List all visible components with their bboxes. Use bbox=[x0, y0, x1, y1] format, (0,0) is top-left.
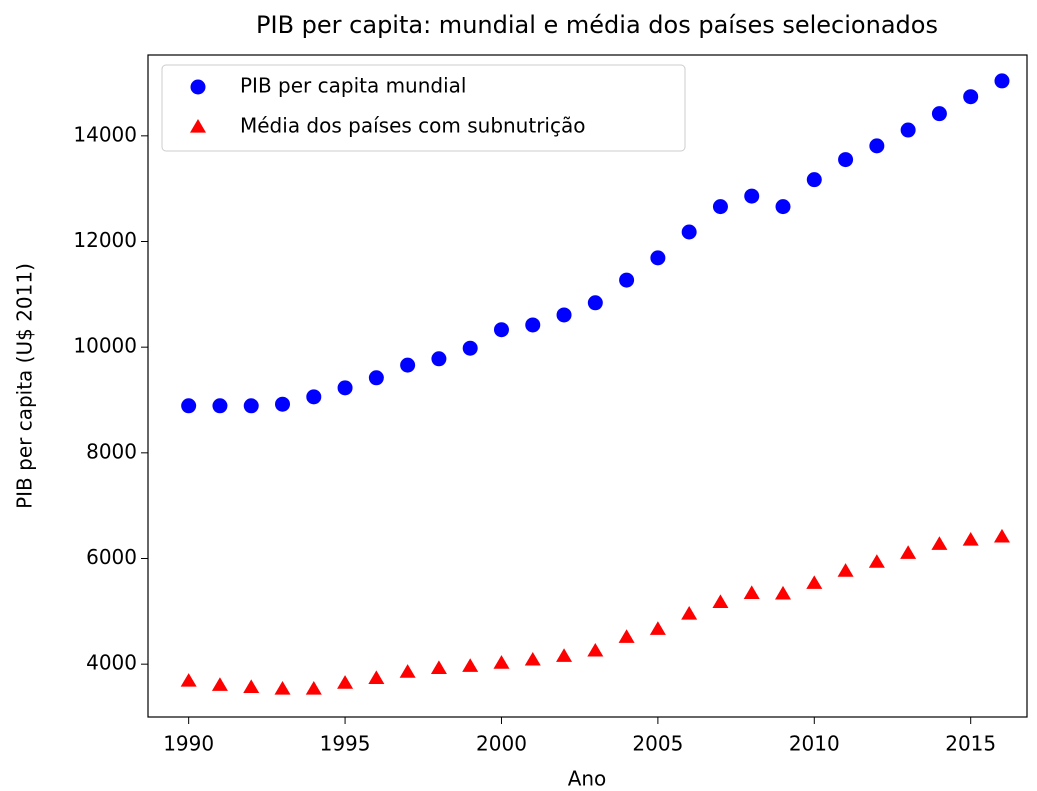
triangle-marker bbox=[180, 673, 197, 687]
triangle-marker bbox=[399, 664, 416, 678]
circle-marker bbox=[556, 307, 572, 323]
circle-marker bbox=[650, 250, 666, 266]
triangle-marker bbox=[337, 675, 354, 689]
circle-marker bbox=[869, 138, 885, 154]
circle-marker bbox=[963, 89, 979, 105]
triangle-marker bbox=[868, 554, 885, 568]
circle-marker bbox=[587, 295, 603, 311]
circle-marker bbox=[493, 322, 509, 338]
circle-marker bbox=[712, 199, 728, 215]
y-tick-label: 10000 bbox=[73, 334, 137, 358]
circle-marker bbox=[744, 188, 760, 204]
triangle-marker bbox=[743, 585, 760, 599]
x-tick-label: 2000 bbox=[476, 732, 527, 756]
triangle-marker bbox=[681, 605, 698, 620]
x-tick-label: 1990 bbox=[163, 732, 214, 756]
circle-marker bbox=[681, 224, 697, 240]
x-tick-label: 1995 bbox=[320, 732, 371, 756]
triangle-marker bbox=[712, 594, 729, 608]
triangle-marker bbox=[806, 575, 823, 589]
circle-marker bbox=[190, 79, 206, 95]
y-tick-label: 6000 bbox=[86, 545, 137, 569]
legend: PIB per capita mundial Média dos países c… bbox=[161, 64, 686, 152]
circle-marker bbox=[368, 370, 384, 386]
circle-marker bbox=[775, 199, 791, 215]
circle-marker bbox=[619, 272, 635, 288]
triangle-marker bbox=[993, 528, 1010, 543]
legend-label: Média dos países com subnutrição bbox=[240, 114, 585, 138]
circle-marker bbox=[400, 357, 416, 373]
circle-marker bbox=[838, 152, 854, 168]
legend-label: PIB per capita mundial bbox=[240, 74, 466, 98]
triangle-marker bbox=[931, 536, 948, 550]
circle-marker bbox=[525, 317, 541, 333]
triangle-marker bbox=[274, 680, 291, 695]
circle-marker bbox=[806, 172, 822, 188]
triangle-marker bbox=[524, 651, 541, 666]
circle-marker bbox=[337, 380, 353, 396]
triangle-marker bbox=[305, 680, 322, 695]
axes-frame bbox=[147, 54, 1028, 718]
circle-marker bbox=[462, 340, 478, 356]
y-axis-label: PIB per capita (U$ 2011) bbox=[13, 263, 37, 509]
triangle-marker bbox=[618, 629, 635, 643]
circle-marker bbox=[431, 351, 447, 367]
y-tick-label: 12000 bbox=[73, 228, 137, 252]
circle-marker bbox=[181, 398, 197, 414]
triangle-marker bbox=[587, 642, 604, 657]
triangle-marker bbox=[775, 585, 792, 600]
x-axis-label: Ano bbox=[568, 767, 607, 791]
triangle-marker bbox=[211, 677, 228, 691]
circle-marker bbox=[212, 398, 228, 414]
triangle-marker bbox=[649, 621, 666, 635]
triangle-marker bbox=[837, 563, 854, 577]
triangle-marker bbox=[962, 532, 979, 546]
y-tick-label: 4000 bbox=[86, 651, 137, 675]
y-tick-label: 8000 bbox=[86, 439, 137, 463]
triangle-marker bbox=[190, 119, 206, 133]
triangle-marker bbox=[243, 679, 260, 694]
y-tick-label: 14000 bbox=[73, 122, 137, 146]
circle-marker bbox=[275, 396, 291, 412]
circle-marker bbox=[243, 398, 259, 414]
triangle-marker bbox=[368, 670, 385, 685]
triangle-marker bbox=[462, 658, 479, 672]
triangle-marker bbox=[900, 545, 917, 559]
triangle-marker bbox=[493, 655, 510, 669]
legend-box bbox=[161, 64, 686, 152]
triangle-marker bbox=[556, 648, 573, 662]
x-tick-label: 2010 bbox=[789, 732, 840, 756]
circle-marker bbox=[994, 73, 1010, 89]
circle-marker bbox=[900, 122, 916, 138]
circle-marker bbox=[306, 389, 322, 405]
circle-marker bbox=[931, 106, 947, 122]
x-tick-label: 2005 bbox=[632, 732, 683, 756]
x-tick-label: 2015 bbox=[945, 732, 996, 756]
chart-title: PIB per capita: mundial e média dos país… bbox=[256, 11, 938, 39]
triangle-marker bbox=[430, 660, 447, 674]
